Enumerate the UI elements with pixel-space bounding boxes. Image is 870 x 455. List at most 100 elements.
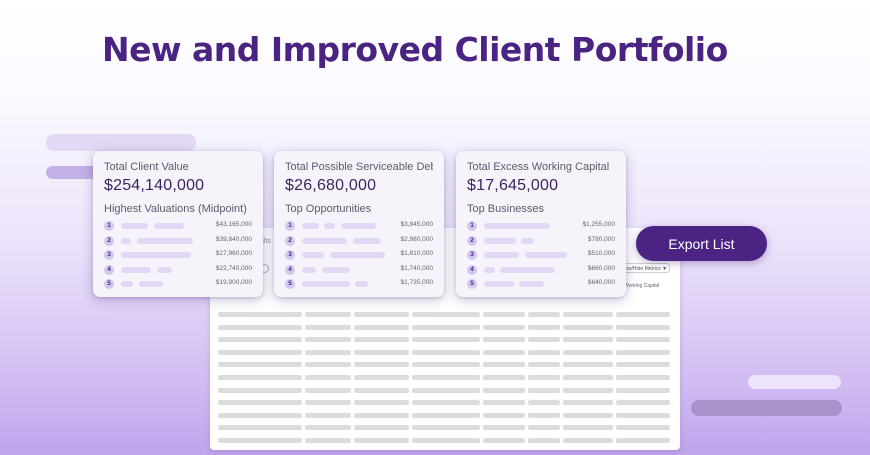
cell-placeholder (305, 425, 351, 431)
total-excess-working-capital-card: Total Excess Working Capital $17,645,000… (456, 151, 626, 297)
cell-placeholder (616, 337, 670, 343)
cell-placeholder (218, 337, 302, 343)
list-item[interactable]: 4 $660,000 (467, 264, 615, 279)
cell-placeholder (354, 412, 409, 418)
cell-placeholder (616, 324, 670, 330)
list-item[interactable]: 5 $640,000 (467, 278, 615, 293)
top-list: 1 $43,165,000 2 $39,840,000 3 $27,960,00… (104, 220, 252, 293)
name-placeholder (484, 281, 514, 287)
amount: $19,900,000 (215, 279, 252, 286)
cell-placeholder (354, 362, 409, 368)
name-placeholder (353, 237, 381, 244)
rank-badge: 3 (104, 250, 114, 260)
list-item[interactable]: 2 $39,840,000 (104, 235, 252, 250)
card-value: $26,680,000 (285, 177, 377, 194)
name-placeholder (139, 281, 163, 287)
name-placeholder (302, 223, 319, 229)
cell-placeholder (616, 387, 670, 393)
cell-placeholder (616, 412, 670, 418)
rank-badge: 4 (285, 264, 295, 275)
cell-placeholder (412, 375, 480, 380)
list-item[interactable]: 5 $1,735,000 (285, 278, 433, 293)
amount: $640,000 (587, 279, 615, 286)
cell-placeholder (412, 425, 480, 431)
cell-placeholder (218, 324, 302, 330)
amount: $39,840,000 (215, 235, 252, 243)
cell-placeholder (528, 412, 560, 418)
amount: $780,000 (587, 235, 615, 243)
card-subtitle: Top Businesses (467, 203, 545, 215)
amount: $3,845,000 (400, 221, 433, 228)
rank-badge: 5 (285, 279, 295, 289)
cell-placeholder (218, 425, 302, 431)
list-item[interactable]: 3 $27,960,000 (104, 249, 252, 264)
cell-placeholder (483, 362, 525, 368)
cell-placeholder (354, 337, 409, 343)
rank-badge: 1 (285, 221, 295, 231)
rank-badge: 2 (104, 235, 114, 246)
cell-placeholder (305, 387, 351, 393)
list-item[interactable]: 1 $43,165,000 (104, 220, 252, 235)
name-placeholder (302, 252, 324, 258)
cell-placeholder (354, 375, 409, 380)
name-placeholder (484, 252, 519, 258)
card-title: Total Client Value (104, 161, 189, 173)
amount: $1,740,000 (400, 264, 433, 272)
cell-placeholder (412, 324, 480, 330)
name-placeholder (484, 266, 495, 273)
rank-badge: 1 (104, 221, 114, 231)
cell-placeholder (563, 412, 613, 418)
cell-placeholder (354, 387, 409, 393)
name-placeholder (341, 223, 376, 229)
cell-placeholder (483, 438, 525, 443)
cell-placeholder (528, 425, 560, 431)
cell-placeholder (412, 312, 480, 317)
cell-placeholder (354, 324, 409, 330)
name-placeholder (500, 266, 555, 273)
cell-placeholder (616, 312, 670, 317)
total-client-value-card: Total Client Value $254,140,000 Highest … (93, 151, 263, 297)
card-value: $254,140,000 (104, 177, 205, 194)
amount: $1,810,000 (400, 250, 433, 257)
working-capital-column-header[interactable]: Working Capital (624, 283, 660, 289)
cell-placeholder (563, 362, 613, 368)
cell-placeholder (218, 387, 302, 393)
list-item[interactable]: 5 $19,900,000 (104, 278, 252, 293)
name-placeholder (121, 266, 151, 273)
list-item[interactable]: 3 $510,000 (467, 249, 615, 264)
cell-placeholder (616, 438, 670, 443)
cell-placeholder (616, 400, 670, 406)
amount: $1,735,000 (400, 279, 433, 286)
cell-placeholder (483, 324, 525, 330)
cell-placeholder (218, 362, 302, 368)
name-placeholder (302, 266, 316, 273)
cell-placeholder (616, 375, 670, 380)
results-tab-label[interactable]: ults (260, 238, 271, 245)
list-item[interactable]: 1 $3,845,000 (285, 220, 433, 235)
list-item[interactable]: 2 $780,000 (467, 235, 615, 250)
name-placeholder (322, 266, 350, 273)
amount: $43,165,000 (215, 221, 252, 228)
cell-placeholder (354, 312, 409, 317)
cell-placeholder (305, 400, 351, 406)
cell-placeholder (528, 400, 560, 406)
list-item[interactable]: 3 $1,810,000 (285, 249, 433, 264)
name-placeholder (121, 281, 133, 287)
cell-placeholder (563, 400, 613, 406)
amount: $22,740,000 (215, 264, 252, 272)
cell-placeholder (483, 337, 525, 343)
amount: $1,255,000 (582, 221, 615, 228)
list-item[interactable]: 2 $2,980,000 (285, 235, 433, 250)
cell-placeholder (218, 349, 302, 355)
cell-placeholder (354, 438, 409, 443)
name-placeholder (521, 237, 534, 244)
export-list-button[interactable]: Export List (636, 226, 767, 261)
cell-placeholder (528, 362, 560, 368)
cell-placeholder (412, 349, 480, 355)
cell-placeholder (218, 312, 302, 317)
rank-badge: 2 (467, 235, 477, 246)
list-item[interactable]: 1 $1,255,000 (467, 220, 615, 235)
list-item[interactable]: 4 $1,740,000 (285, 264, 433, 279)
list-item[interactable]: 4 $22,740,000 (104, 264, 252, 279)
cell-placeholder (354, 400, 409, 406)
